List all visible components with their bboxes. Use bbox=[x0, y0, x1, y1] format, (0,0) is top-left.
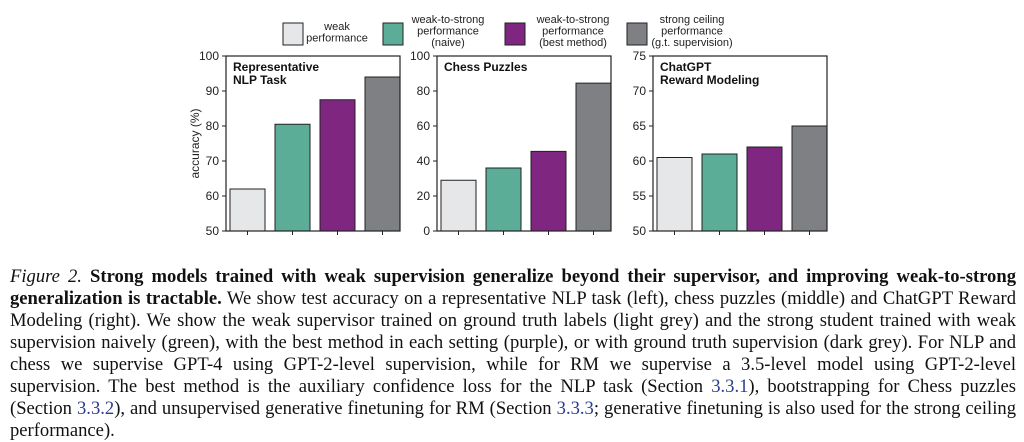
y-tick-label: 50 bbox=[206, 224, 220, 238]
bar-weak bbox=[229, 188, 266, 232]
y-tick-label: 50 bbox=[633, 224, 647, 238]
caption-label: Figure 2. bbox=[10, 266, 82, 287]
y-axis-label: accuracy (%) bbox=[188, 108, 202, 178]
y-tick-label: 0 bbox=[423, 224, 430, 238]
y-tick-label: 100 bbox=[199, 49, 219, 63]
caption-body-1: We show test accuracy on a representativ… bbox=[10, 288, 1016, 397]
caption-body-3: ), and unsupervised generative finetunin… bbox=[114, 398, 552, 419]
y-tick-label: 60 bbox=[633, 154, 647, 168]
bar-ceiling bbox=[364, 76, 401, 232]
figure-charts: weak performance weak-to-strong performance… bbox=[188, 14, 828, 238]
bar-weak bbox=[440, 179, 477, 232]
y-tick-label: 40 bbox=[417, 154, 431, 168]
chart-title: ChatGPT Reward Modeling bbox=[660, 60, 759, 87]
legend-label-best: weak-to-strong performance (best method) bbox=[536, 14, 610, 49]
y-tick-label: 80 bbox=[206, 119, 220, 133]
plot-frame bbox=[652, 55, 828, 232]
y-tick-label: 60 bbox=[417, 119, 431, 133]
legend: weak performance weak-to-strong performance… bbox=[282, 14, 733, 49]
y-tick-label: 60 bbox=[206, 189, 220, 203]
legend-label-naive: weak-to-strong performance (naive) bbox=[411, 14, 485, 49]
y-tick-label: 90 bbox=[206, 84, 220, 98]
caption-ref-1[interactable]: 3.3.1 bbox=[711, 376, 749, 397]
legend-swatch-weak bbox=[282, 22, 304, 46]
bar-ceiling bbox=[791, 125, 828, 232]
legend-swatch-ceiling bbox=[626, 22, 648, 46]
bar-naive bbox=[274, 123, 311, 232]
bar-weak bbox=[656, 157, 693, 232]
plot-frame bbox=[225, 55, 401, 232]
caption-body-2: ), bootstrapping for Chess puzzles (Sect… bbox=[10, 376, 1016, 419]
plot-frame bbox=[436, 55, 612, 232]
chart-panel-1: 50 60 70 80 90 100 Representative NLP Task accur… bbox=[188, 49, 401, 238]
caption-title: Strong models trained with weak supervis… bbox=[10, 266, 1016, 309]
legend-swatch-best bbox=[504, 22, 526, 46]
legend-swatch-naive bbox=[382, 22, 404, 46]
legend-label-ceiling: strong ceiling performance (g.t. supervisi… bbox=[651, 14, 732, 49]
chart-panels: 50 60 70 80 90 100 Representative NLP Task accur… bbox=[188, 49, 828, 238]
chart-panel-3: 50 55 60 65 70 75 ChatGPT Reward Modeling bbox=[633, 49, 828, 238]
chart-title: Representative NLP Task bbox=[233, 60, 319, 87]
bar-naive bbox=[485, 167, 522, 232]
y-tick-label: 70 bbox=[206, 154, 220, 168]
y-tick-label: 55 bbox=[633, 189, 647, 203]
y-tick-label: 70 bbox=[633, 84, 647, 98]
caption-ref-2[interactable]: 3.3.2 bbox=[77, 398, 115, 419]
y-tick-label: 65 bbox=[633, 119, 647, 133]
legend-label-weak: weak performance bbox=[306, 21, 368, 45]
y-tick-label: 80 bbox=[417, 84, 431, 98]
bar-best bbox=[530, 150, 567, 232]
bar-best bbox=[746, 146, 783, 232]
figure-caption: Figure 2. Strong models trained with wea… bbox=[10, 266, 1016, 442]
bar-ceiling bbox=[575, 82, 612, 232]
y-tick-label: 20 bbox=[417, 189, 431, 203]
caption-ref-3[interactable]: 3.3.3 bbox=[556, 398, 594, 419]
bar-naive bbox=[701, 153, 738, 232]
y-tick-label: 75 bbox=[633, 49, 647, 63]
bar-best bbox=[319, 99, 356, 232]
y-tick-label: 100 bbox=[410, 49, 430, 63]
chart-panel-2: 0 20 40 60 80 100 Chess Puzzles bbox=[410, 49, 612, 238]
chart-title: Chess Puzzles bbox=[444, 60, 528, 74]
